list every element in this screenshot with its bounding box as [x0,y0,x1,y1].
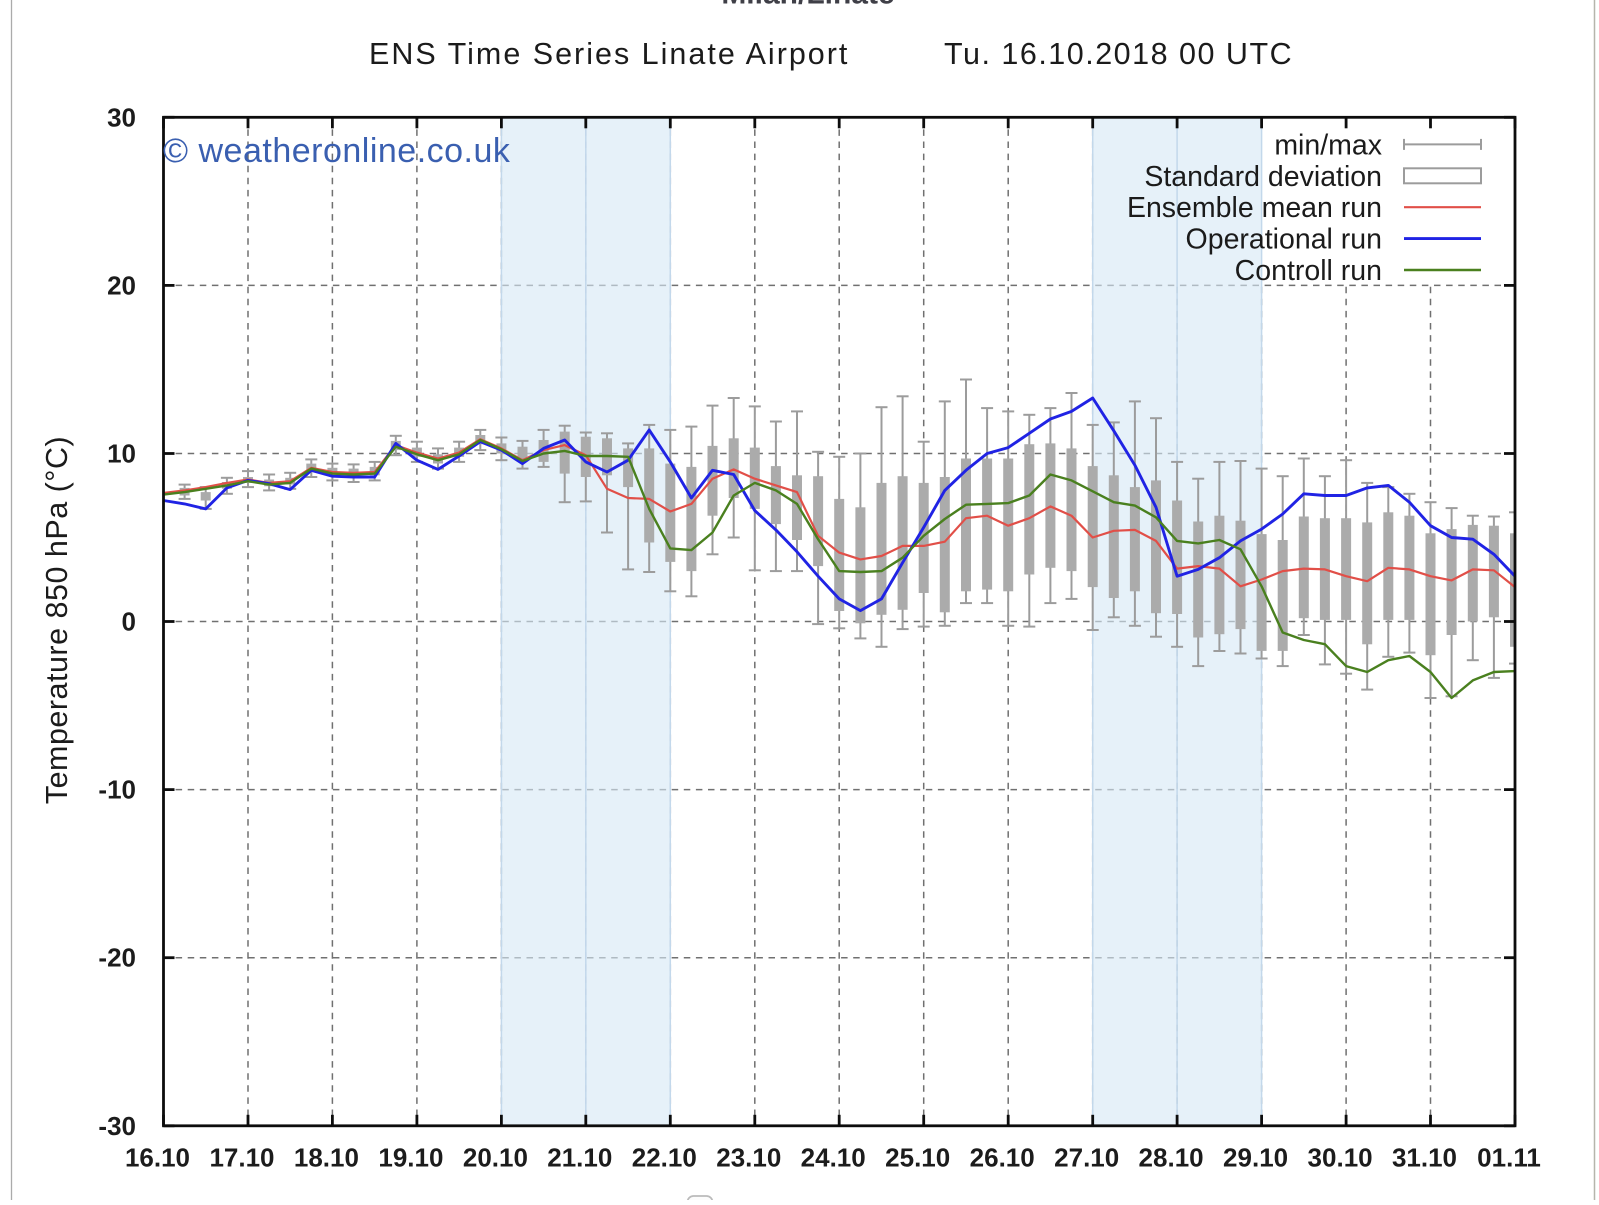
svg-text:30.10: 30.10 [1308,1143,1373,1173]
svg-text:19.10: 19.10 [378,1143,443,1173]
svg-text:28.10: 28.10 [1139,1143,1204,1173]
svg-text:20.10: 20.10 [463,1143,528,1173]
svg-text:25.10: 25.10 [885,1143,950,1173]
svg-text:17.10: 17.10 [209,1143,274,1173]
svg-text:Operational run: Operational run [1186,224,1382,256]
svg-text:-20: -20 [98,943,136,973]
svg-text:Controll run: Controll run [1235,255,1382,287]
svg-text:20: 20 [107,270,136,300]
svg-text:0: 0 [122,607,136,637]
svg-text:18.10: 18.10 [294,1143,359,1173]
svg-text:24.10: 24.10 [801,1143,866,1173]
svg-text:21.10: 21.10 [547,1143,612,1173]
svg-text:26.10: 26.10 [970,1143,1035,1173]
svg-text:23.10: 23.10 [716,1143,781,1173]
svg-text:Ensemble mean run: Ensemble mean run [1127,192,1382,224]
svg-text:01.11: 01.11 [1477,1143,1541,1173]
svg-text:Tu. 16.10.2018 00 UTC: Tu. 16.10.2018 00 UTC [944,37,1293,71]
svg-text:min/max: min/max [1274,129,1382,161]
svg-text:10: 10 [107,439,136,469]
svg-text:© weatheronline.co.uk: © weatheronline.co.uk [163,132,511,170]
svg-text:31.10: 31.10 [1392,1143,1457,1173]
svg-text:Temperature 850 hPa (°C): Temperature 850 hPa (°C) [40,436,74,804]
svg-text:16.10: 16.10 [125,1143,190,1173]
svg-text:Standard deviation: Standard deviation [1144,161,1382,193]
svg-text:Milan/Linate: Milan/Linate [721,0,894,11]
svg-text:-30: -30 [98,1111,136,1141]
svg-text:29.10: 29.10 [1223,1143,1288,1173]
svg-text:ENS Time Series Linate Airport: ENS Time Series Linate Airport [369,37,849,71]
svg-text:22.10: 22.10 [632,1143,697,1173]
svg-text:30: 30 [107,102,136,132]
svg-text:27.10: 27.10 [1054,1143,1119,1173]
svg-text:-10: -10 [98,775,136,805]
